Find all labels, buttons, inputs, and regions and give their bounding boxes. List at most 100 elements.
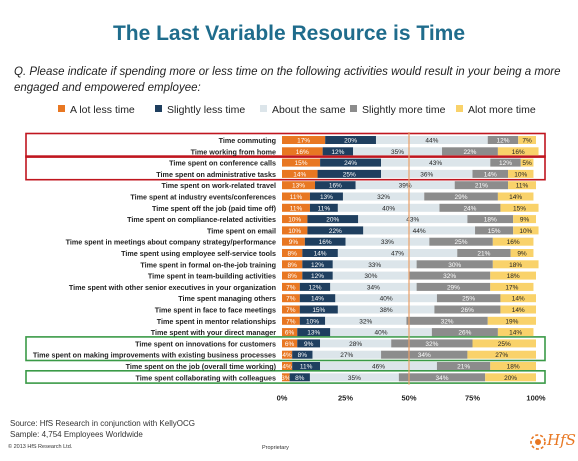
data-label: 43% (429, 160, 442, 167)
bar-segment (282, 192, 310, 201)
bar-segment (490, 282, 534, 291)
data-label: 12% (331, 149, 344, 156)
category-label: Time spent collaborating with colleagues (136, 373, 276, 382)
data-label: 24% (344, 160, 357, 167)
data-label: 11% (300, 364, 313, 371)
data-label: 9% (517, 251, 527, 258)
bar-segment (342, 192, 425, 201)
bar-segment (353, 147, 443, 156)
x-tick-label: 50% (401, 394, 416, 403)
bar-segment (325, 136, 376, 144)
bar-segment (282, 362, 293, 370)
data-label: 34% (367, 284, 380, 291)
bar-segment (309, 373, 399, 382)
data-label: 12% (309, 284, 322, 291)
bar-segment (282, 350, 293, 359)
bar-segment (492, 237, 534, 246)
legend-label: Alot more time (468, 104, 536, 116)
data-label: 14% (512, 296, 525, 303)
bar-segment (508, 181, 536, 190)
hfs-logo-icon (530, 434, 546, 450)
category-label: Time commuting (219, 136, 276, 145)
copyright-text: © 2013 HfS Research Ltd. (8, 444, 73, 450)
bar-segment (467, 350, 536, 359)
data-label: 30% (364, 273, 377, 280)
bar-segment (282, 328, 298, 337)
data-label: 25% (498, 341, 511, 348)
legend-item: Slightly more time (350, 104, 445, 116)
data-label: 14% (509, 194, 522, 201)
legend-item: A lot less time (58, 104, 135, 116)
data-label: 44% (425, 138, 438, 145)
bar-segment (282, 215, 308, 224)
bar-segment (490, 271, 536, 280)
category-label: Time spent on making improvements with e… (33, 351, 276, 360)
data-label: 47% (391, 251, 404, 258)
data-label: 46% (372, 364, 385, 371)
data-label: 18% (507, 273, 520, 280)
data-label: 38% (380, 307, 393, 314)
category-label: Time spent on conference calls (169, 159, 276, 168)
bar-segment (497, 192, 534, 201)
data-label: 17% (505, 284, 518, 291)
data-label: 21% (477, 251, 490, 258)
bar-segment (485, 373, 536, 382)
bar-segment (520, 158, 534, 167)
data-label: 12% (499, 160, 512, 167)
data-label: 27% (495, 352, 508, 359)
bar-segment (282, 147, 323, 156)
bar-segment (391, 339, 473, 348)
bar-segment (490, 158, 521, 167)
data-label: 10% (519, 228, 532, 235)
data-label: 36% (420, 171, 433, 178)
data-label: 11% (290, 194, 303, 201)
data-label: 11% (516, 183, 529, 190)
bar-segment (457, 249, 511, 257)
bar-segment (282, 237, 305, 246)
data-label: 9% (520, 217, 530, 224)
data-label: 7% (286, 284, 296, 291)
bar-segment (292, 362, 321, 370)
bar-segment (381, 350, 468, 359)
data-label: 26% (458, 330, 471, 337)
bar-segment (299, 294, 336, 303)
survey-question: Q. Please indicate if spending more or l… (14, 66, 561, 94)
x-tick-label: 0% (277, 394, 288, 403)
data-label: 32% (359, 318, 372, 325)
data-label: 14% (484, 171, 497, 178)
bar-segment (282, 282, 300, 291)
x-tick-label: 75% (465, 394, 480, 403)
bar-segment (282, 136, 326, 144)
highlight-box (25, 369, 546, 384)
data-label: 16% (507, 239, 520, 246)
data-label: 8% (287, 251, 297, 258)
data-label: 14% (512, 307, 525, 314)
data-label: 44% (413, 228, 426, 235)
data-label: 35% (348, 375, 361, 382)
data-label: 15% (488, 228, 501, 235)
bar-segment (472, 339, 536, 348)
bar-segment (487, 316, 536, 325)
bar-segment (398, 373, 486, 382)
data-label: 33% (368, 262, 381, 269)
data-label: 6% (285, 330, 295, 337)
data-label: 15% (312, 307, 325, 314)
data-label: 32% (377, 194, 390, 201)
bar-segment (282, 339, 298, 348)
data-label: 29% (455, 194, 468, 201)
bar-segment (497, 147, 539, 156)
category-label: Time spent in mentor relationships (157, 317, 276, 326)
category-label: Time spent on innovations for customers (135, 339, 276, 348)
bar-segment (424, 192, 498, 201)
bar-segment (454, 181, 509, 190)
bar-segment (325, 316, 407, 325)
data-label: 16% (329, 183, 342, 190)
bar-segment (406, 316, 488, 325)
category-label: Time spent on administrative tasks (156, 170, 276, 179)
bar-segment (337, 249, 458, 257)
data-label: 14% (314, 251, 327, 258)
data-label: 10% (306, 318, 319, 325)
bar-segment (375, 136, 488, 144)
data-label: 9% (289, 239, 299, 246)
category-label: Time spent managing others (178, 294, 276, 303)
